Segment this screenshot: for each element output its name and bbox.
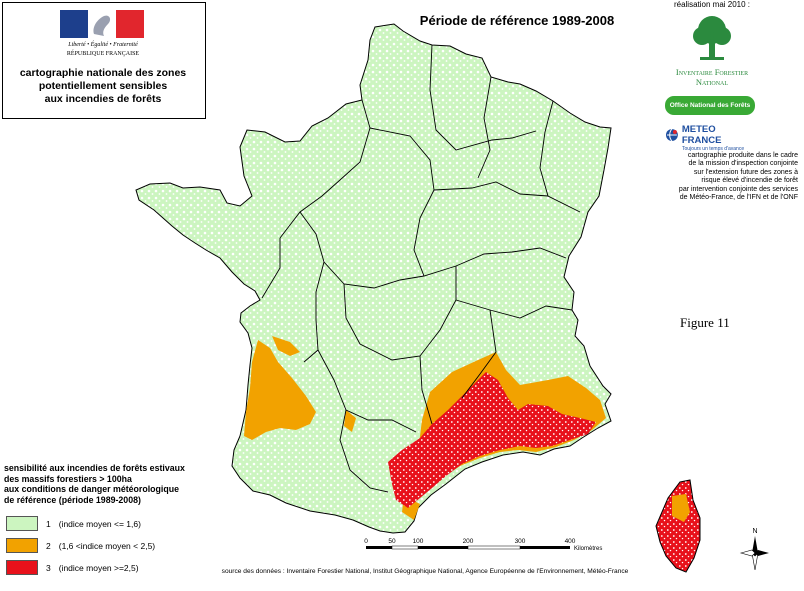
meteo-france-logo: METEO FRANCE Toujours un temps d'avance <box>665 124 757 152</box>
legend-title-line: sensibilité aux incendies de forêts esti… <box>4 463 185 473</box>
ifn-logo: Inventaire Forestier National <box>662 12 762 90</box>
tree-icon <box>693 16 731 60</box>
scale-tick-label: 50 <box>388 538 396 545</box>
legend-class-label: (indice moyen <= 1,6) <box>58 518 141 529</box>
ifn-name-line2: National <box>695 77 729 87</box>
scale-tick-label: 200 <box>463 538 474 545</box>
scale-tick-label: 300 <box>515 538 526 545</box>
legend-title: sensibilité aux incendies de forêts esti… <box>4 463 244 505</box>
figure-label: Figure 11 <box>680 315 730 330</box>
header-title-line: aux incendies de forêts <box>44 93 162 105</box>
legend-item-high: 3 (indice moyen >=2,5) <box>6 560 139 575</box>
legend-title-line: de référence (période 1989-2008) <box>4 494 141 505</box>
legend-class-label: (1,6 <indice moyen < 2,5) <box>58 540 156 551</box>
zone-charente-medium <box>272 336 300 356</box>
credit-line: cartographie produite dans le cadre <box>687 152 798 159</box>
legend-swatch-medium <box>6 538 38 553</box>
credit-line: de la mission d'inspection conjointe <box>688 160 798 168</box>
legend-title-line: aux conditions de danger météorologique <box>4 484 179 495</box>
scale-tick-label: 0 <box>364 538 368 545</box>
legend-class-label: (indice moyen >=2,5) <box>58 562 139 573</box>
legend-class-id: 1 <box>46 518 51 529</box>
legend-item-medium: 2 (1,6 <indice moyen < 2,5) <box>6 538 155 553</box>
zone-lot-medium <box>344 410 356 432</box>
credit-line: sur l'extension future des zones à <box>693 168 798 176</box>
mainland-outline <box>135 23 612 534</box>
marianne-logo <box>60 10 144 38</box>
scale-tick-label: 100 <box>413 538 424 545</box>
legend-title-line: des massifs forestiers > 100ha <box>4 473 132 484</box>
data-source: source des données : Inventaire Forestie… <box>221 568 629 575</box>
north-arrow-icon: N <box>739 528 769 570</box>
zone-aquitaine-medium <box>244 340 316 440</box>
legend-item-low: 1 (indice moyen <= 1,6) <box>6 516 141 531</box>
legend-class-id: 3 <box>46 562 51 573</box>
corsica-island <box>655 479 701 573</box>
meteo-globe-icon <box>665 128 678 142</box>
scale-tick-label: 400 <box>565 538 576 545</box>
legend-swatch-high <box>6 560 38 575</box>
meteo-tagline: Toujours un temps d'avance <box>682 146 745 152</box>
legend-class-id: 2 <box>46 540 51 551</box>
corsica-medium <box>672 494 690 522</box>
region-boundaries <box>261 44 581 493</box>
credit-line: par intervention conjointe des services <box>678 185 798 193</box>
zone-mediterranean-high <box>388 372 596 508</box>
realisation-date: réalisation mai 2010 : <box>673 0 751 9</box>
header-title-line: cartographie nationale des zones <box>19 67 187 79</box>
header-box <box>2 2 206 119</box>
ifn-name: Inventaire Forestier <box>675 67 749 77</box>
onf-name: Office National des Forêts <box>669 102 751 109</box>
map-title: Période de référence 1989-2008 <box>419 13 615 28</box>
republic-name: RÉPUBLIQUE FRANÇAISE <box>66 51 140 57</box>
onf-logo: Office National des Forêts <box>665 96 755 115</box>
north-label: N <box>752 528 757 535</box>
credit-line: risque élevé d'incendie de forêt <box>701 177 798 185</box>
header-title-line: potentiellement sensibles <box>38 80 168 92</box>
meteo-name: METEO FRANCE <box>681 124 722 146</box>
credit-text: cartographie produite dans le cadre de l… <box>612 152 798 202</box>
scale-unit: Kilomètres <box>574 546 602 552</box>
zone-var-high <box>520 416 574 440</box>
scale-bar: 0 50 100 200 300 400 Kilomètres <box>364 538 602 552</box>
republic-motto: Liberté • Égalité • Fraternité <box>68 42 138 48</box>
legend-swatch-low <box>6 516 38 531</box>
header-title: cartographie nationale des zones potenti… <box>8 67 198 106</box>
credit-line: de Météo-France, de l'IFN et de l'ONF <box>679 194 798 202</box>
